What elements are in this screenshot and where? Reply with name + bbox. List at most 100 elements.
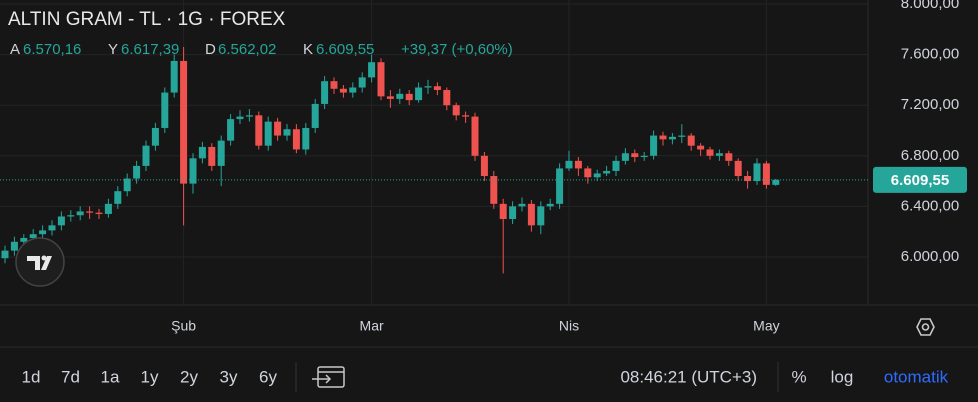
candle-body <box>499 203 507 220</box>
candle-body <box>67 215 75 217</box>
settings-icon[interactable] <box>916 318 935 336</box>
candle-body <box>424 86 432 88</box>
candle-body <box>20 237 28 242</box>
candle-body <box>678 135 686 137</box>
ohlc-letter: D <box>205 41 216 58</box>
change: +39,37 (+0,60%) <box>401 41 513 58</box>
last-price-box <box>873 166 967 193</box>
range-button[interactable]: 7d <box>61 367 80 386</box>
candle-body <box>744 176 752 182</box>
auto-button[interactable]: otomatik <box>884 367 949 386</box>
candle-body <box>1 250 9 259</box>
candle-body <box>565 160 573 169</box>
candle-body <box>509 206 517 220</box>
candle-body <box>104 203 112 214</box>
candle-body <box>584 168 592 178</box>
candle-body <box>405 93 413 101</box>
candle-body <box>302 127 310 150</box>
candle-body <box>227 119 235 141</box>
candle-body <box>753 163 761 182</box>
x-tick-label: Şub <box>171 318 196 334</box>
candle-body <box>29 234 37 238</box>
y-tick-label: 7.600,00 <box>901 46 959 63</box>
candle-body <box>668 136 676 140</box>
candle-body <box>386 96 394 99</box>
candle-body <box>217 140 225 166</box>
candle-body <box>734 160 742 177</box>
candle-body <box>415 87 423 101</box>
candle-body <box>480 155 488 177</box>
y-tick-label: 6.400,00 <box>901 197 959 214</box>
ohlc-letter: Y <box>108 41 118 58</box>
candle-body <box>377 62 385 97</box>
y-tick-label: 8.000,00 <box>901 0 959 12</box>
candle-body <box>358 77 366 88</box>
y-tick-label: 6.800,00 <box>901 147 959 164</box>
last-price-label: 6.609,55 <box>891 172 949 189</box>
candle-body <box>650 135 658 156</box>
candle-body <box>10 241 18 251</box>
candle-body <box>161 92 169 128</box>
range-button[interactable]: 1a <box>101 367 120 386</box>
y-tick-label: 6.000,00 <box>901 248 959 265</box>
candle-body <box>471 116 479 156</box>
x-tick-label: May <box>753 318 779 334</box>
candle-body <box>715 153 723 156</box>
range-button[interactable]: 2y <box>180 367 198 386</box>
candle-body <box>274 121 282 136</box>
candle-body <box>245 115 253 117</box>
candle-body <box>659 135 667 140</box>
range-button[interactable]: 3y <box>220 367 238 386</box>
candle-body <box>114 191 122 204</box>
time-display: 08:46:21 (UTC+3) <box>620 367 757 386</box>
candle-body <box>462 115 470 117</box>
logo <box>15 237 65 287</box>
candle-body <box>57 216 65 226</box>
candle-body <box>368 62 376 78</box>
candle-body <box>725 153 733 161</box>
candle-body <box>95 212 103 214</box>
candle-body <box>603 170 611 174</box>
ohlc-value: 6.562,02 <box>218 41 276 58</box>
candle-body <box>593 173 601 178</box>
y-tick-label: 7.200,00 <box>901 96 959 113</box>
range-button[interactable]: 1d <box>22 367 41 386</box>
candle-body <box>631 153 639 158</box>
candle-body <box>612 160 620 171</box>
percent-button[interactable]: % <box>791 367 806 386</box>
candle-body <box>762 163 770 185</box>
range-button[interactable]: 6y <box>259 367 277 386</box>
candle-body <box>706 149 714 156</box>
log-button[interactable]: log <box>831 367 854 386</box>
candle-body <box>123 178 131 192</box>
candle-body <box>518 203 526 207</box>
candle-body <box>48 225 56 231</box>
candle-body <box>321 81 329 104</box>
candle-body <box>208 146 216 166</box>
ohlc-header: A 6.570,16 Y 6.617,39 D 6.562,02 K 6.609,55 +39,… <box>10 41 513 58</box>
range-button[interactable]: 1y <box>141 367 159 386</box>
candle-body <box>556 168 564 204</box>
candle-body <box>180 60 188 184</box>
candle-body <box>452 105 460 116</box>
compare-icon[interactable] <box>312 366 345 388</box>
candle-body <box>772 179 780 185</box>
candle-body <box>292 129 300 150</box>
candle-body <box>330 81 338 89</box>
candle-body <box>490 176 498 204</box>
candle-body <box>283 129 291 136</box>
ohlc-letter: K <box>303 41 313 58</box>
candle-body <box>76 211 84 216</box>
candle-body <box>687 135 695 146</box>
candle-body <box>433 86 441 91</box>
candle-body <box>396 93 404 99</box>
candle-body <box>546 203 554 207</box>
toolbar: 1d 7d 1a 1y 2y 3y 6y 08:46:21 (UTC+3)% log otomat… <box>22 367 949 386</box>
candle-body <box>133 165 141 179</box>
candle-body <box>621 153 629 161</box>
candle-body <box>574 160 582 169</box>
candle-body <box>311 103 319 128</box>
candle-body <box>697 145 705 150</box>
ohlc-value: 6.617,39 <box>121 41 179 58</box>
